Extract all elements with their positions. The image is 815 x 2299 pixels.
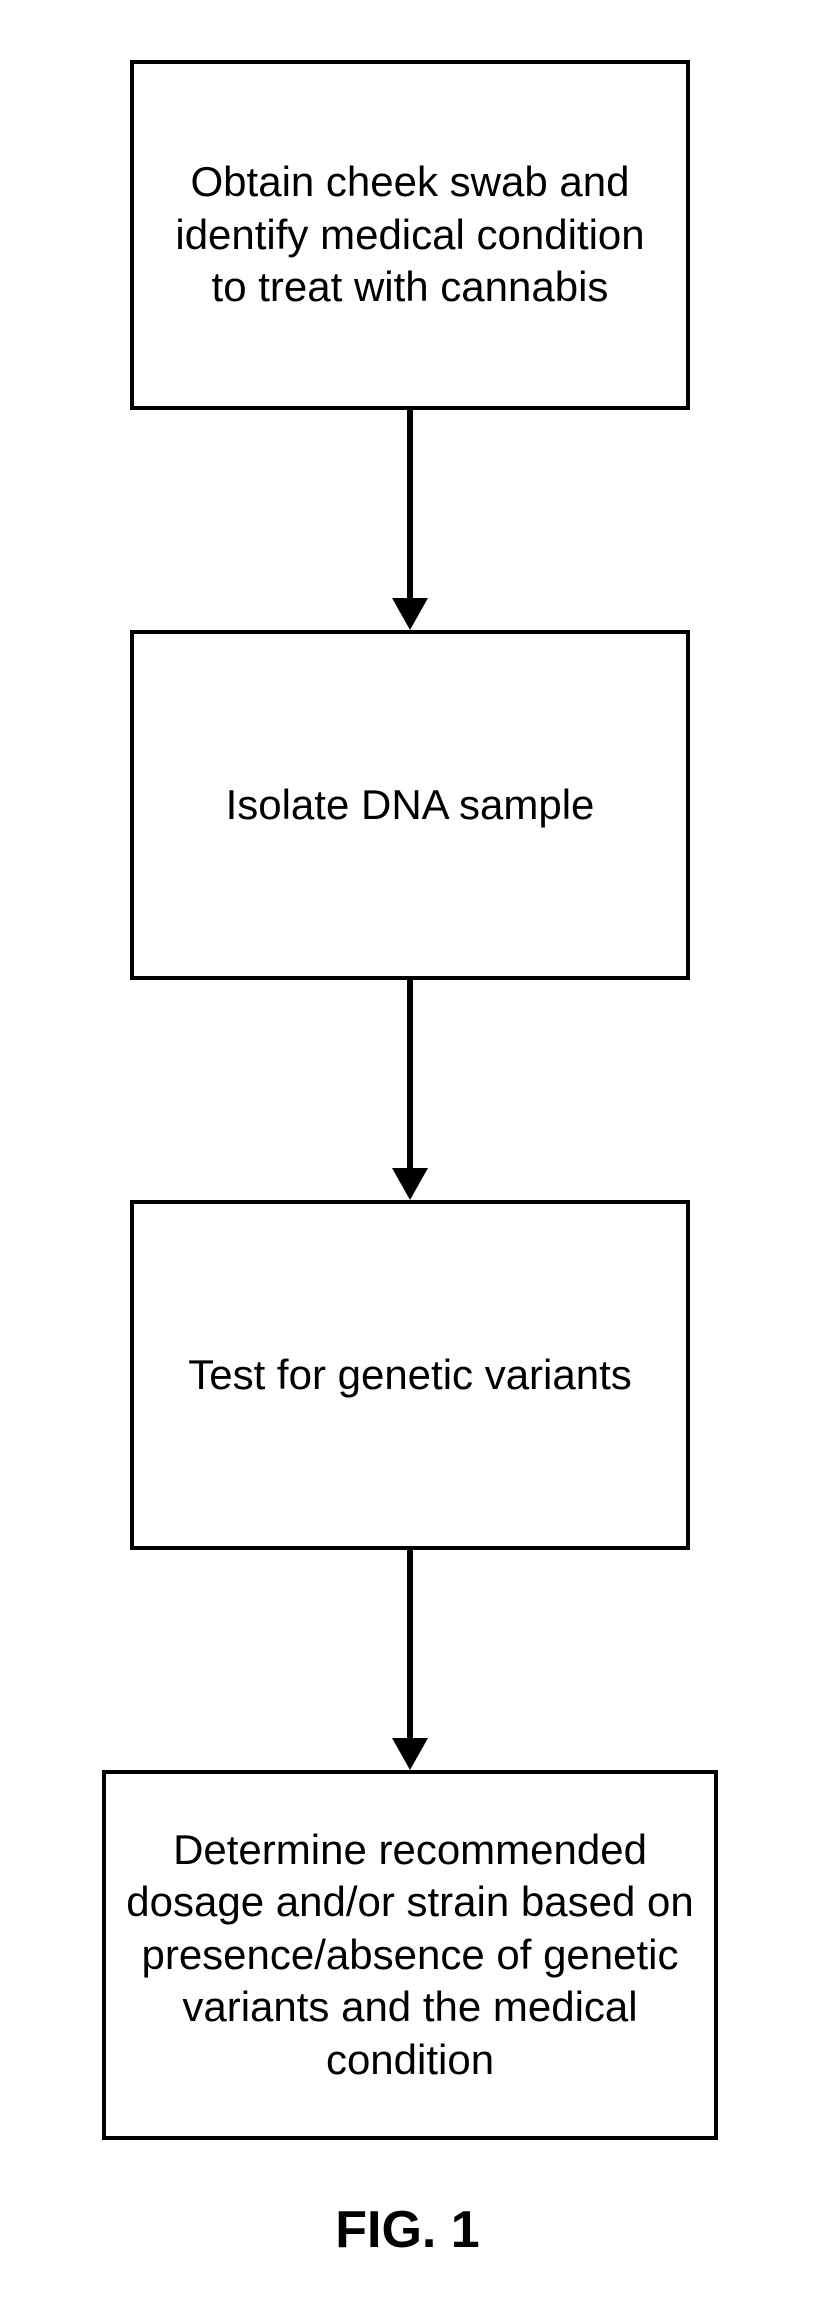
figure-label: FIG. 1 (0, 2200, 815, 2260)
flowchart-box-4-text: Determine recommended dosage and/or stra… (126, 1824, 694, 2087)
arrow-line-2 (407, 980, 413, 1168)
flowchart-box-3-text: Test for genetic variants (188, 1349, 632, 1402)
flowchart-box-2-text: Isolate DNA sample (226, 779, 595, 832)
flowchart-box-1-text: Obtain cheek swab and identify medical c… (154, 156, 666, 314)
flowchart-container: Obtain cheek swab and identify medical c… (0, 0, 815, 2299)
arrow-head-3 (392, 1738, 428, 1770)
arrow-line-1 (407, 410, 413, 598)
arrow-line-3 (407, 1550, 413, 1738)
flowchart-box-3: Test for genetic variants (130, 1200, 690, 1550)
flowchart-box-4: Determine recommended dosage and/or stra… (102, 1770, 718, 2140)
flowchart-box-1: Obtain cheek swab and identify medical c… (130, 60, 690, 410)
arrow-head-2 (392, 1168, 428, 1200)
flowchart-box-2: Isolate DNA sample (130, 630, 690, 980)
arrow-head-1 (392, 598, 428, 630)
